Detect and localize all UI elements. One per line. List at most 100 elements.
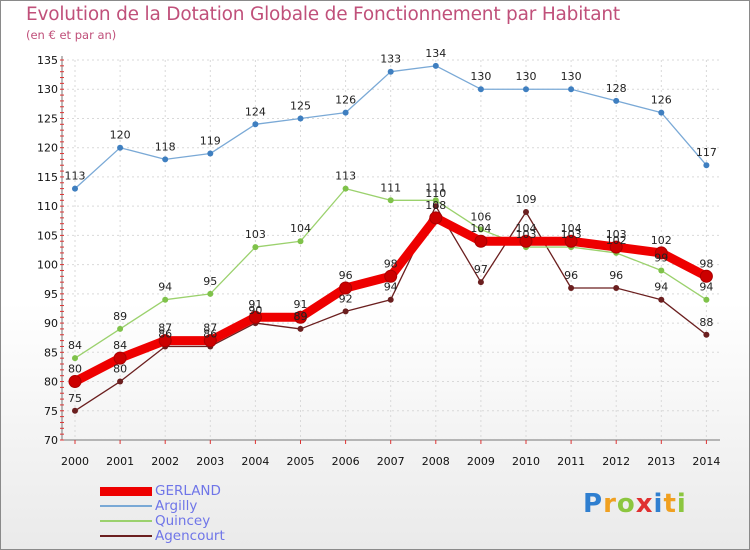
data-point-gerland [564, 234, 578, 248]
data-label-quincey: 113 [335, 170, 356, 183]
data-point-argilly [117, 144, 124, 151]
logo-letter: x [635, 489, 654, 519]
data-point-argilly [477, 86, 484, 93]
data-label-gerland: 87 [203, 322, 217, 335]
data-label-agencourt: 92 [339, 292, 353, 305]
data-point-argilly [613, 97, 620, 104]
data-point-argilly [523, 86, 529, 93]
data-point-agencourt [72, 407, 78, 414]
x-tick-label: 2009 [467, 455, 495, 468]
x-tick-label: 2013 [647, 455, 675, 468]
x-tick-label: 2010 [512, 455, 540, 468]
data-point-gerland [384, 269, 398, 283]
data-label-agencourt: 90 [248, 304, 262, 317]
data-point-quincey [387, 197, 394, 204]
data-label-argilly: 130 [516, 70, 537, 83]
data-label-quincey: 84 [68, 339, 82, 352]
data-point-agencourt [703, 331, 710, 338]
data-label-gerland: 87 [158, 322, 172, 335]
data-label-argilly: 130 [470, 70, 491, 83]
data-point-argilly [703, 162, 710, 169]
data-label-argilly: 119 [200, 135, 221, 148]
y-tick-label: 95 [44, 288, 58, 301]
data-point-quincey [477, 226, 484, 233]
logo-letter: P [583, 489, 604, 519]
data-label-quincey: 111 [380, 181, 401, 194]
data-label-gerland: 102 [651, 234, 672, 247]
data-label-gerland: 91 [294, 298, 308, 311]
data-label-agencourt: 86 [158, 327, 172, 340]
x-tick-label: 2007 [377, 455, 405, 468]
data-label-gerland: 104 [561, 222, 582, 235]
data-point-argilly [387, 68, 394, 75]
x-tick-label: 2000 [61, 455, 89, 468]
y-tick-label: 105 [37, 229, 58, 242]
data-point-argilly [252, 121, 259, 128]
data-label-argilly: 113 [65, 170, 86, 183]
proxiti-logo: Proxiti [583, 489, 687, 519]
data-point-gerland [474, 234, 488, 248]
y-tick-label: 75 [44, 405, 58, 418]
data-point-gerland [429, 211, 443, 225]
data-point-gerland [339, 281, 353, 295]
data-point-gerland [609, 240, 623, 254]
data-point-quincey [117, 325, 124, 332]
data-label-gerland: 98 [699, 257, 713, 270]
data-point-quincey [252, 244, 259, 251]
data-point-argilly [297, 115, 304, 122]
data-point-quincey [297, 238, 304, 245]
data-label-argilly: 130 [561, 70, 582, 83]
data-label-quincey: 99 [654, 251, 668, 264]
data-point-agencourt [477, 279, 484, 286]
data-point-agencourt [432, 203, 439, 210]
data-point-argilly [658, 109, 665, 116]
data-label-argilly: 120 [110, 129, 131, 142]
data-point-gerland [654, 246, 668, 260]
data-label-gerland: 91 [248, 298, 262, 311]
data-point-gerland [113, 351, 127, 365]
data-point-agencourt [387, 296, 394, 303]
data-point-gerland [248, 310, 262, 324]
data-label-gerland: 98 [384, 257, 398, 270]
data-label-gerland: 96 [339, 269, 353, 282]
data-point-agencourt [613, 285, 620, 291]
data-point-quincey [72, 355, 78, 362]
data-label-quincey: 103 [245, 228, 266, 241]
data-label-agencourt: 94 [654, 281, 668, 294]
data-label-agencourt: 89 [294, 310, 308, 323]
data-label-quincey: 102 [606, 234, 627, 247]
data-point-gerland [519, 234, 533, 248]
logo-letter: i [676, 489, 687, 519]
data-label-argilly: 134 [425, 47, 446, 60]
x-tick-label: 2001 [106, 455, 134, 468]
data-label-quincey: 94 [699, 281, 713, 294]
data-label-argilly: 118 [155, 140, 176, 153]
data-label-agencourt: 88 [699, 316, 713, 329]
y-tick-label: 85 [44, 346, 58, 359]
data-label-argilly: 117 [696, 146, 717, 159]
data-point-argilly [162, 156, 169, 163]
legend-label-gerland: GERLAND [155, 483, 221, 499]
legend-swatch-argilly [100, 505, 152, 507]
data-point-quincey [703, 296, 710, 303]
logo-letter: t [663, 489, 677, 519]
logo-letter: r [603, 489, 617, 519]
data-point-argilly [342, 109, 349, 116]
logo-letter: i [653, 489, 664, 519]
y-tick-label: 90 [44, 317, 58, 330]
x-tick-label: 2003 [196, 455, 224, 468]
x-tick-label: 2005 [287, 455, 315, 468]
data-label-agencourt: 75 [68, 392, 82, 405]
data-label-quincey: 95 [203, 275, 217, 288]
y-tick-label: 130 [37, 83, 58, 96]
legend-swatch-agencourt [100, 535, 152, 537]
data-point-gerland [699, 269, 713, 283]
y-tick-label: 125 [37, 112, 58, 125]
data-point-argilly [72, 185, 78, 192]
data-label-quincey: 106 [470, 211, 491, 224]
x-tick-label: 2006 [332, 455, 360, 468]
y-tick-label: 120 [37, 142, 58, 155]
legend-swatch-gerland [100, 487, 152, 496]
data-label-argilly: 125 [290, 99, 311, 112]
data-label-gerland: 104 [470, 222, 491, 235]
